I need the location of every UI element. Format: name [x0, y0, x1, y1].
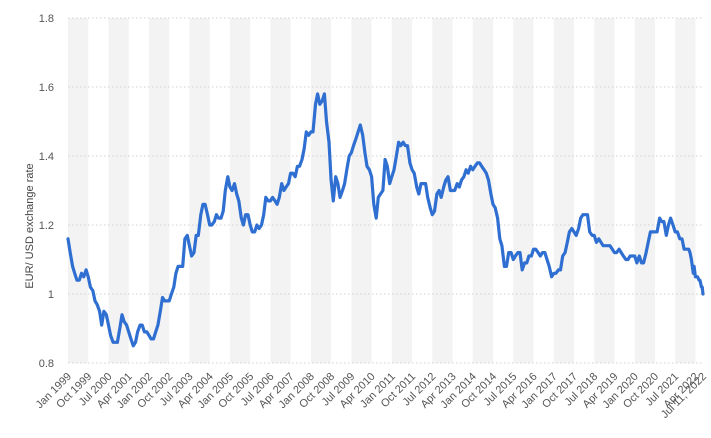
grid-band [675, 18, 696, 363]
y-tick-label: 0.8 [39, 358, 54, 370]
y-tick-label: 1.8 [39, 13, 54, 25]
grid-band [310, 18, 332, 363]
grid-bands [68, 18, 696, 363]
y-tick-label: 1 [48, 289, 54, 301]
grid-band [391, 18, 413, 363]
grid-band [148, 18, 170, 363]
grid-band [229, 18, 251, 363]
grid-band [513, 18, 534, 363]
exchange-rate-line [66, 92, 705, 348]
grid-band [108, 18, 129, 363]
grid-band [553, 18, 575, 363]
y-tick-label: 1.2 [39, 220, 54, 232]
y-axis-label: EUR/ USD exchange rate [24, 163, 36, 288]
y-tick-label: 1.6 [39, 82, 54, 94]
grid-band [68, 18, 89, 363]
grid-band [189, 18, 210, 363]
y-axis: 0.8 1 1.2 1.4 1.6 1.8 [39, 13, 703, 370]
grid-band [472, 18, 494, 363]
grid-band [634, 18, 655, 363]
y-tick-label: 1.4 [39, 151, 54, 163]
grid-band [594, 18, 615, 363]
grid-band [351, 18, 372, 363]
